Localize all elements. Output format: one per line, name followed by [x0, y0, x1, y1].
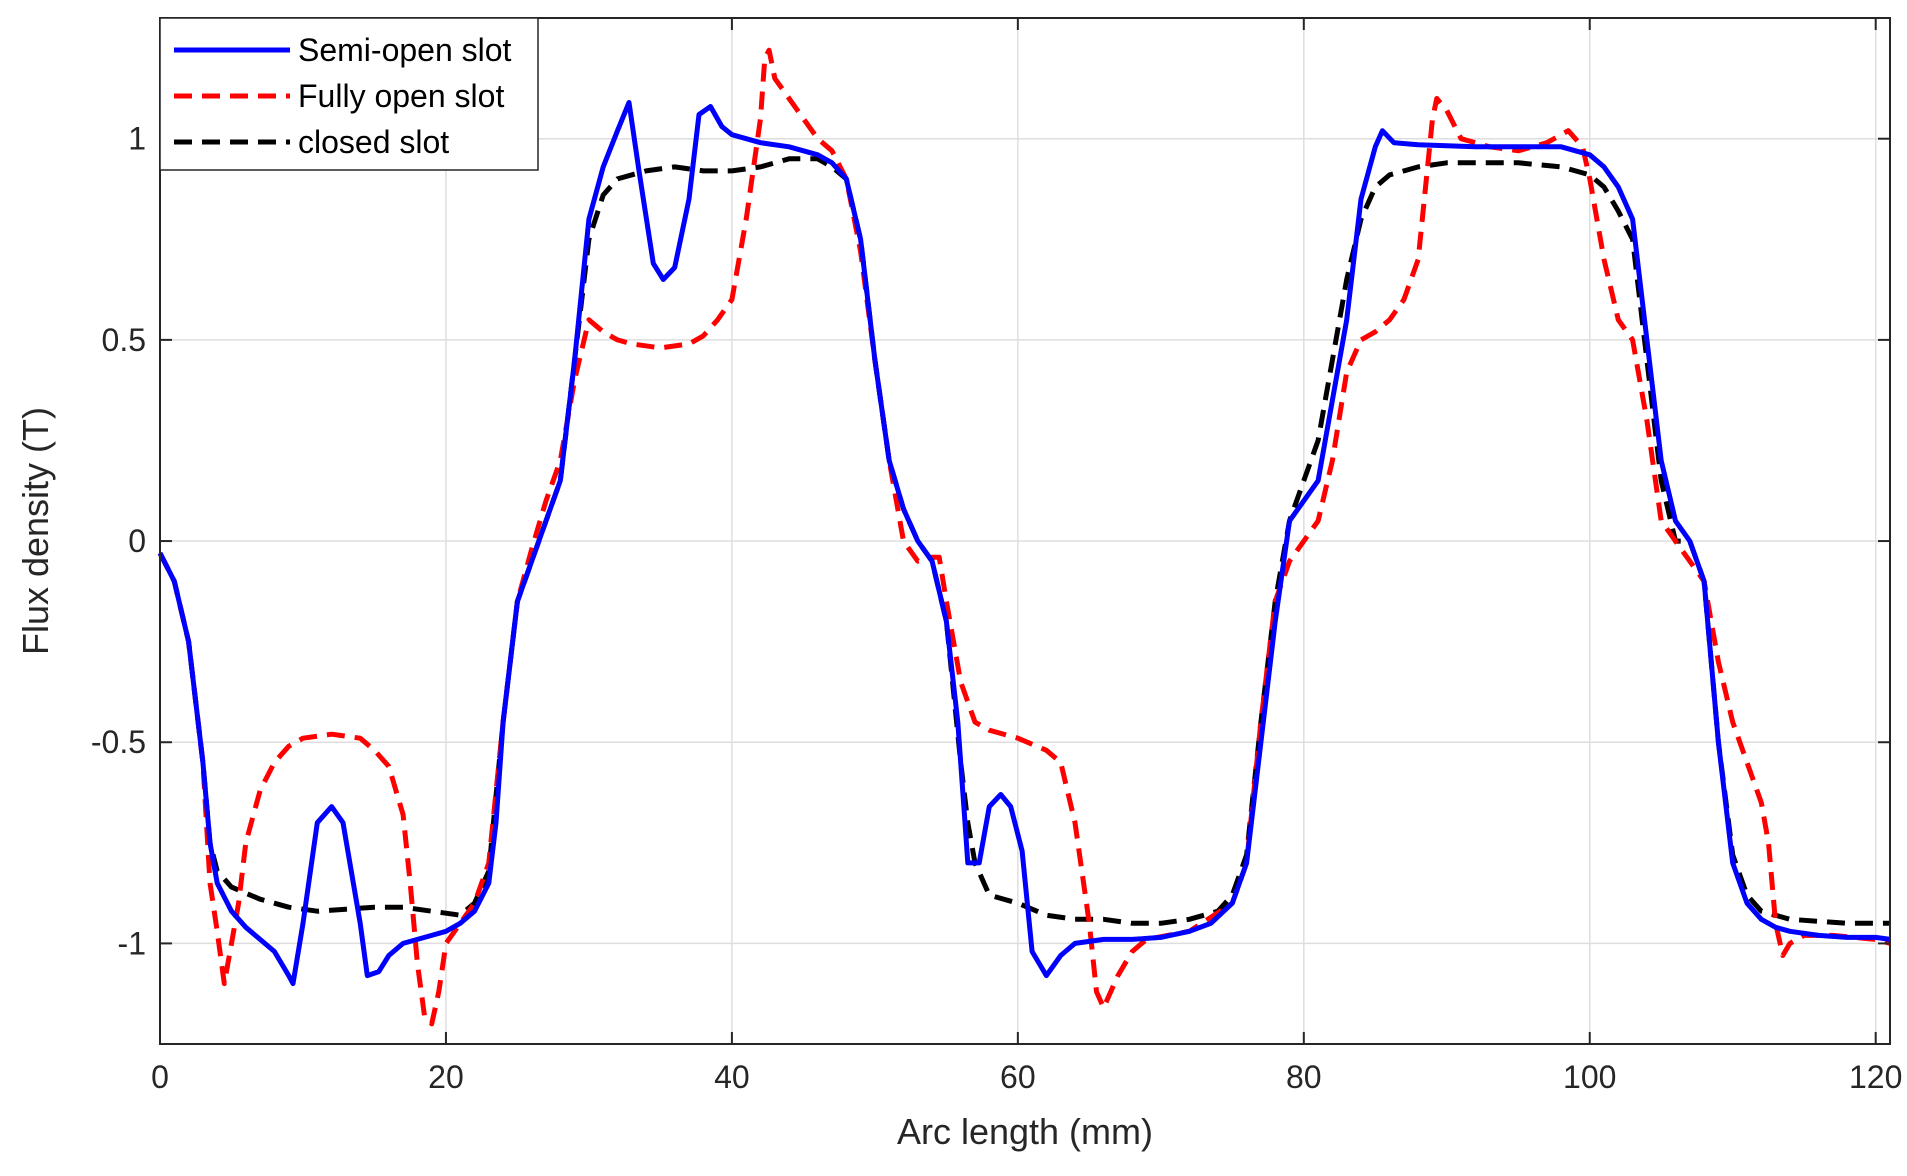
- legend-entry-closed-slot: closed slot: [298, 124, 449, 160]
- y-tick-label: -0.5: [91, 724, 146, 760]
- y-tick-label: 1: [128, 121, 146, 157]
- y-tick-label: 0: [128, 523, 146, 559]
- series-line-fully-open-slot: [157, 47, 1891, 1027]
- x-tick-label: 60: [1000, 1059, 1036, 1095]
- legend: Semi-open slot Fully open slot closed sl…: [159, 17, 539, 171]
- x-tick-label: 40: [714, 1059, 750, 1095]
- legend-entry-semi-open-slot: Semi-open slot: [298, 32, 512, 68]
- y-axis-label: Flux density (T): [15, 407, 56, 655]
- plot-frame: [159, 17, 1891, 1045]
- series-group: [157, 47, 1891, 1027]
- x-tick-label: 120: [1849, 1059, 1902, 1095]
- y-tick-label: -1: [118, 925, 146, 961]
- y-tick-label: 0.5: [102, 322, 146, 358]
- x-tick-label: 100: [1563, 1059, 1616, 1095]
- x-tick-label: 0: [151, 1059, 169, 1095]
- series-line-semi-open-slot: [157, 100, 1891, 987]
- legend-entry-fully-open-slot: Fully open slot: [298, 78, 504, 114]
- legend-box: [159, 17, 539, 171]
- x-tick-label: 80: [1286, 1059, 1322, 1095]
- ticks: 0 20 40 60 80 100 120 -1 -0.5 0 0.5 1: [91, 18, 1902, 1095]
- x-axis-label: Arc length (mm): [897, 1111, 1153, 1152]
- x-tick-label: 20: [428, 1059, 464, 1095]
